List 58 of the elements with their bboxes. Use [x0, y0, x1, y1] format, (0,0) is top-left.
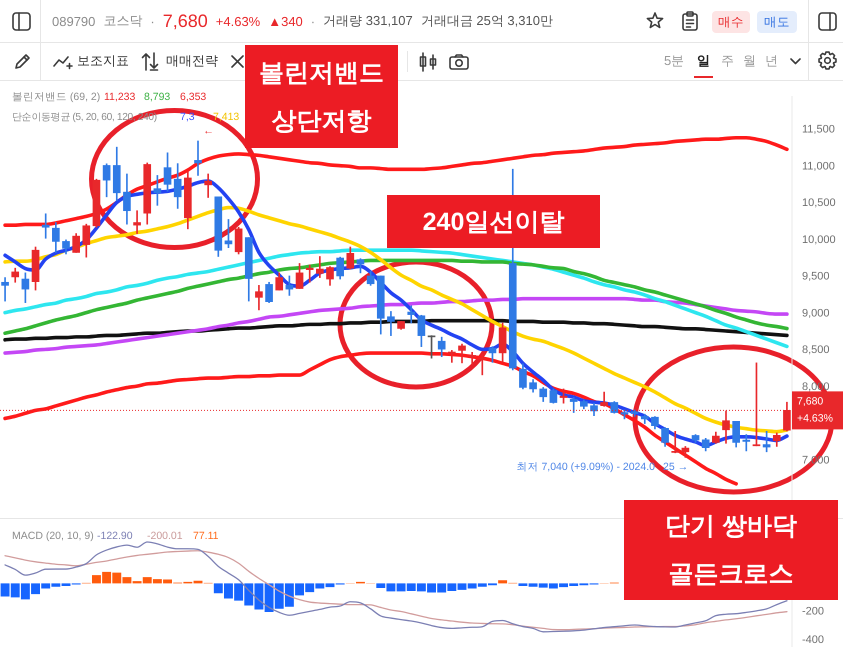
y-tick-label: 10,000: [802, 234, 836, 246]
text: 주: [721, 52, 734, 70]
y-tick-label: -400: [802, 634, 824, 646]
candlestick: [224, 219, 232, 248]
y-tick-label: 11,500: [802, 124, 835, 136]
y-tick-label: 11,000: [802, 160, 835, 172]
line-series: [3, 296, 789, 355]
annotation: -200.01: [147, 530, 183, 542]
y-tick-label: 9,000: [802, 307, 830, 320]
line-series: [3, 248, 789, 348]
callout-box: 240일선이탈: [387, 195, 600, 248]
text: +4.63%: [216, 14, 260, 28]
text: ·: [150, 14, 155, 28]
annotation: 최저 7,040 (+9.09%) - 2024.0: [516, 460, 655, 474]
annotation: -122.90: [97, 530, 133, 542]
candlestick: [560, 388, 568, 404]
text: 보조지표: [77, 52, 129, 70]
text: 일: [694, 50, 713, 78]
annotation: 25 →: [663, 461, 688, 473]
text: 매매전략: [166, 52, 218, 70]
text: 매도: [764, 14, 790, 30]
annotation: MACD (20, 10, 9): [12, 530, 94, 542]
annotation: 77.11: [193, 530, 218, 542]
annotation: 볼린저밴드 (69, 2): [12, 90, 100, 104]
ref-line-label: 7,680 +4.63%: [797, 396, 833, 425]
annotation: 7,3: [180, 111, 195, 123]
annotation: 단기 쌍바닥 골든크로스: [664, 511, 798, 590]
text: 매수: [718, 14, 744, 30]
candlestick: [458, 344, 466, 364]
y-tick-label: -200: [802, 606, 824, 618]
text: 년: [765, 52, 778, 70]
y-tick-label: 8,500: [802, 344, 830, 356]
annotation: 6,353: [180, 91, 206, 103]
candlestick: [133, 210, 141, 234]
text: ·: [310, 14, 316, 28]
y-tick-label: 9,500: [802, 270, 830, 283]
annotation: 볼린저밴드 상단저항: [258, 58, 385, 136]
y-tick-label: 10,500: [802, 197, 836, 210]
annotation: 240일선이탈: [422, 206, 564, 238]
text: 월: [743, 52, 756, 70]
candlestick: [255, 285, 263, 310]
candlestick: [194, 140, 202, 176]
callout-box: 볼린저밴드 상단저항: [245, 45, 398, 148]
annotation: 7,413: [213, 111, 240, 123]
candlestick: [1, 277, 9, 302]
text: 거래량 331,107: [323, 12, 413, 30]
annotation: 11,233: [104, 91, 136, 103]
text: 5분: [664, 52, 684, 70]
text: ▲340: [268, 14, 303, 28]
annotation: ←: [203, 125, 214, 137]
candlestick: [428, 335, 436, 359]
text: 089790: [52, 14, 96, 28]
text: 거래대금 25억 3,310만: [420, 12, 553, 30]
candlestick: [387, 311, 395, 336]
annotation: 8,793: [144, 91, 170, 103]
callout-box: 단기 쌍바닥 골든크로스: [624, 500, 838, 600]
text: 코스닥: [103, 12, 142, 30]
text: 7,680: [162, 10, 208, 32]
